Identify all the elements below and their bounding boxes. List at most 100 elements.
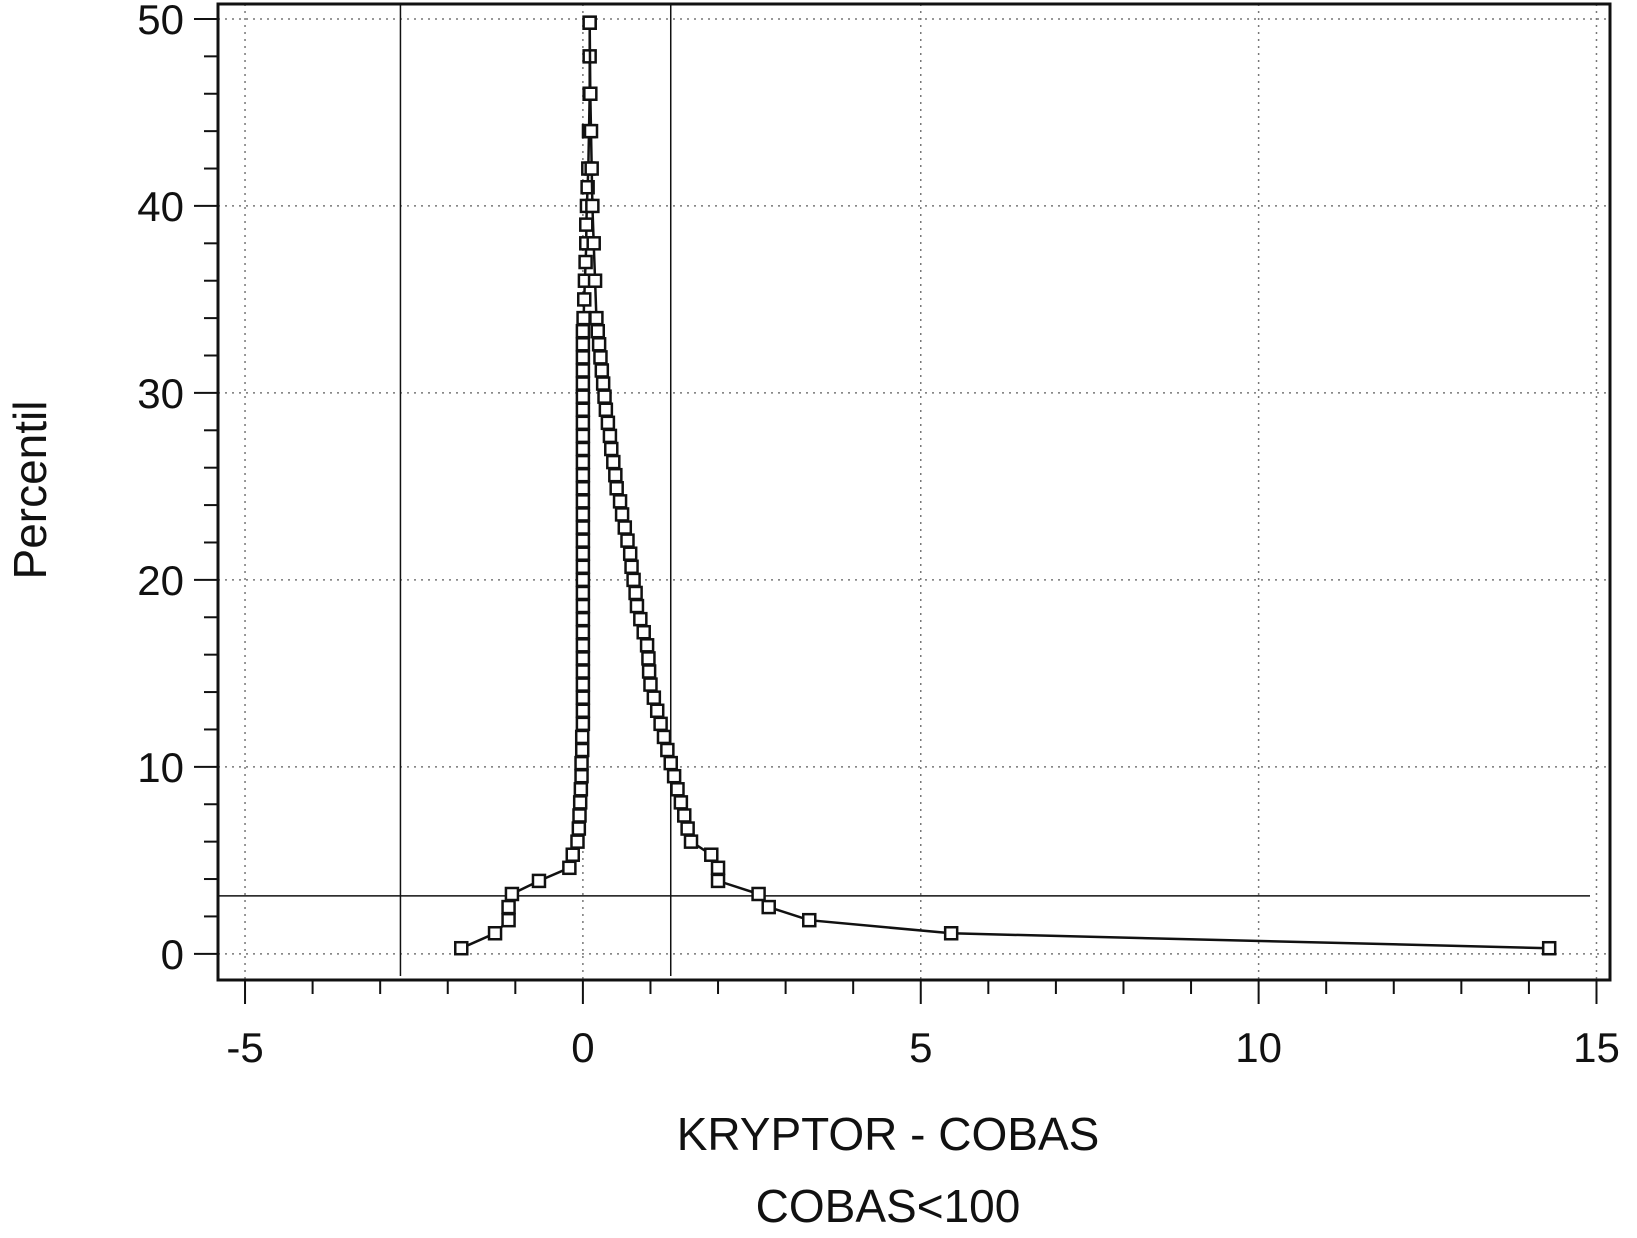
data-point-marker — [501, 912, 516, 928]
data-point-marker — [575, 389, 591, 404]
data-point-marker — [573, 782, 589, 797]
data-point-marker — [622, 546, 638, 561]
data-point-marker — [574, 742, 590, 758]
data-point-marker — [570, 834, 585, 849]
data-point-marker — [575, 323, 591, 339]
data-point-marker — [589, 310, 604, 326]
data-point-marker — [574, 729, 590, 745]
data-point-marker — [575, 598, 591, 614]
data-point-marker — [572, 795, 588, 810]
data-point-marker — [943, 926, 959, 941]
data-point-marker — [575, 520, 591, 535]
series-line — [460, 22, 591, 950]
data-point-marker — [626, 572, 641, 588]
data-point-marker — [633, 611, 648, 627]
data-series — [454, 15, 1557, 956]
data-point-marker — [593, 350, 608, 365]
data-point-marker — [576, 310, 591, 326]
data-point-marker — [575, 624, 591, 640]
x-axis-title: KRYPTOR - COBAS — [677, 1108, 1100, 1160]
data-point-marker — [680, 821, 695, 836]
data-point-marker — [575, 585, 591, 601]
data-point-marker — [1541, 940, 1557, 956]
data-point-marker — [574, 755, 589, 771]
x-tick-label: 0 — [571, 1024, 594, 1071]
data-point-marker — [575, 664, 591, 679]
data-point-marker — [583, 123, 599, 139]
data-point-marker — [598, 402, 614, 417]
y-tick-label: 20 — [137, 557, 184, 604]
data-point-marker — [575, 690, 591, 705]
data-point-marker — [656, 729, 672, 745]
data-point-marker — [612, 494, 628, 509]
x-tick-label: 5 — [909, 1024, 932, 1071]
data-point-marker — [670, 782, 685, 797]
data-point-marker — [565, 847, 581, 862]
data-point-marker — [575, 363, 591, 378]
x-tick-label: -5 — [226, 1024, 263, 1071]
data-point-marker — [574, 768, 589, 784]
data-point-marker — [629, 598, 645, 614]
data-point-marker — [531, 873, 547, 889]
data-point-marker — [643, 677, 658, 692]
data-point-marker — [683, 834, 699, 849]
data-point-marker — [576, 292, 592, 307]
x-tick-label: 15 — [1573, 1024, 1620, 1071]
grid-lines — [218, 4, 1610, 980]
data-point-marker — [617, 520, 633, 535]
data-point-marker — [646, 690, 662, 705]
data-point-marker — [602, 428, 618, 444]
data-point-marker — [582, 15, 597, 30]
data-point-marker — [590, 323, 606, 339]
data-point-marker — [575, 533, 591, 548]
x-tick-label: 10 — [1235, 1024, 1282, 1071]
series-line — [588, 22, 1550, 950]
data-point-marker — [575, 559, 591, 575]
data-point-marker — [660, 742, 675, 758]
data-point-marker — [585, 198, 600, 214]
data-point-marker — [639, 638, 655, 653]
x-tick-labels: -5 0 5 10 15 — [226, 1024, 1619, 1071]
data-point-marker — [575, 481, 591, 496]
data-point-marker — [575, 428, 591, 444]
x-axis-subtitle: COBAS<100 — [756, 1180, 1021, 1232]
data-point-marker — [636, 624, 651, 640]
data-point-marker — [575, 337, 591, 352]
data-point-marker — [673, 795, 689, 810]
data-point-marker — [562, 860, 577, 876]
data-point-marker — [802, 912, 817, 928]
data-point-marker — [575, 494, 591, 509]
data-point-marker — [704, 847, 719, 862]
data-point-marker — [604, 441, 619, 457]
data-point-marker — [501, 899, 516, 915]
data-point-marker — [579, 217, 594, 232]
data-point-marker — [641, 651, 656, 666]
data-point-marker — [580, 179, 595, 195]
data-point-marker — [575, 572, 591, 588]
data-point-marker — [575, 376, 591, 391]
data-point-marker — [575, 507, 591, 522]
data-point-marker — [600, 415, 616, 431]
data-point-marker — [587, 273, 603, 288]
data-point-marker — [575, 454, 591, 470]
data-point-marker — [641, 664, 657, 679]
data-point-marker — [575, 638, 591, 653]
data-point-marker — [583, 86, 598, 101]
data-point-marker — [597, 389, 612, 404]
y-tick-label: 0 — [161, 931, 184, 978]
y-tick-label: 10 — [137, 744, 184, 791]
data-point-marker — [575, 611, 591, 627]
data-point-marker — [504, 886, 520, 902]
data-point-marker — [653, 716, 668, 732]
data-point-marker — [586, 236, 601, 251]
data-point-marker — [614, 507, 630, 522]
data-point-marker — [663, 755, 678, 771]
data-point-marker — [761, 899, 776, 915]
data-point-marker — [677, 808, 692, 823]
data-point-marker — [591, 337, 607, 352]
data-point-marker — [595, 376, 611, 391]
data-point-marker — [575, 415, 591, 431]
data-point-marker — [628, 585, 643, 601]
data-point-marker — [487, 926, 503, 941]
